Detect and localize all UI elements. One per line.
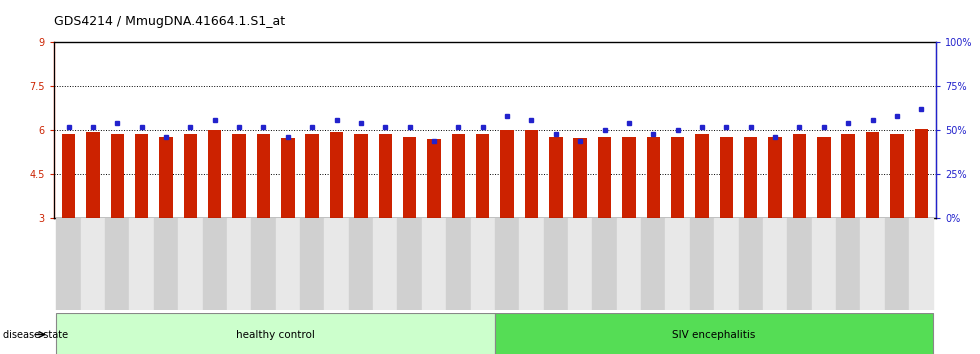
Bar — [111, 135, 123, 218]
Bar — [744, 137, 758, 218]
Bar — [592, 218, 616, 310]
Bar — [203, 218, 227, 310]
Bar — [495, 313, 934, 354]
Bar — [719, 137, 733, 218]
Bar — [421, 218, 446, 310]
Bar — [671, 137, 684, 218]
Bar — [232, 135, 246, 218]
Bar — [714, 218, 739, 310]
Bar — [208, 130, 221, 218]
Bar — [105, 218, 129, 310]
Bar — [641, 218, 665, 310]
Bar — [860, 218, 885, 310]
Bar — [281, 138, 295, 218]
Bar — [695, 135, 709, 218]
Bar — [836, 218, 860, 310]
Bar — [470, 218, 495, 310]
Text: SIV encephalitis: SIV encephalitis — [672, 330, 756, 339]
Bar — [622, 137, 636, 218]
Bar — [890, 135, 904, 218]
Bar — [817, 137, 830, 218]
Bar — [227, 218, 251, 310]
Bar — [330, 132, 343, 218]
Bar — [909, 218, 934, 310]
Bar — [811, 218, 836, 310]
Bar — [793, 135, 807, 218]
Bar — [183, 135, 197, 218]
Bar — [768, 137, 782, 218]
Bar — [257, 135, 270, 218]
Bar — [56, 218, 80, 310]
Bar — [787, 218, 811, 310]
Bar — [573, 138, 587, 218]
Bar — [914, 129, 928, 218]
Bar — [568, 218, 592, 310]
Text: GDS4214 / MmugDNA.41664.1.S1_at: GDS4214 / MmugDNA.41664.1.S1_at — [54, 15, 285, 28]
Bar — [544, 218, 568, 310]
Bar — [56, 313, 495, 354]
Bar — [306, 135, 318, 218]
Bar — [842, 135, 855, 218]
Bar — [349, 218, 373, 310]
Text: disease state: disease state — [3, 330, 68, 339]
Bar — [598, 137, 612, 218]
Bar — [86, 132, 100, 218]
Bar — [885, 218, 909, 310]
Bar — [452, 135, 466, 218]
Bar — [762, 218, 787, 310]
Bar — [519, 218, 544, 310]
Bar — [378, 135, 392, 218]
Bar — [403, 137, 416, 218]
Bar — [135, 135, 148, 218]
Bar — [665, 218, 690, 310]
Bar — [251, 218, 275, 310]
Bar — [446, 218, 470, 310]
Bar — [178, 218, 203, 310]
Bar — [501, 130, 514, 218]
Bar — [476, 135, 489, 218]
Bar — [324, 218, 349, 310]
Text: healthy control: healthy control — [236, 330, 315, 339]
Bar — [154, 218, 178, 310]
Bar — [300, 218, 324, 310]
Bar — [275, 218, 300, 310]
Bar — [495, 218, 519, 310]
Bar — [160, 137, 172, 218]
Bar — [62, 135, 75, 218]
Bar — [690, 218, 714, 310]
Bar — [524, 130, 538, 218]
Bar — [549, 137, 563, 218]
Bar — [129, 218, 154, 310]
Bar — [866, 132, 879, 218]
Bar — [616, 218, 641, 310]
Bar — [647, 137, 660, 218]
Bar — [427, 139, 441, 218]
Bar — [373, 218, 398, 310]
Bar — [80, 218, 105, 310]
Bar — [398, 218, 421, 310]
Bar — [354, 135, 368, 218]
Bar — [739, 218, 762, 310]
